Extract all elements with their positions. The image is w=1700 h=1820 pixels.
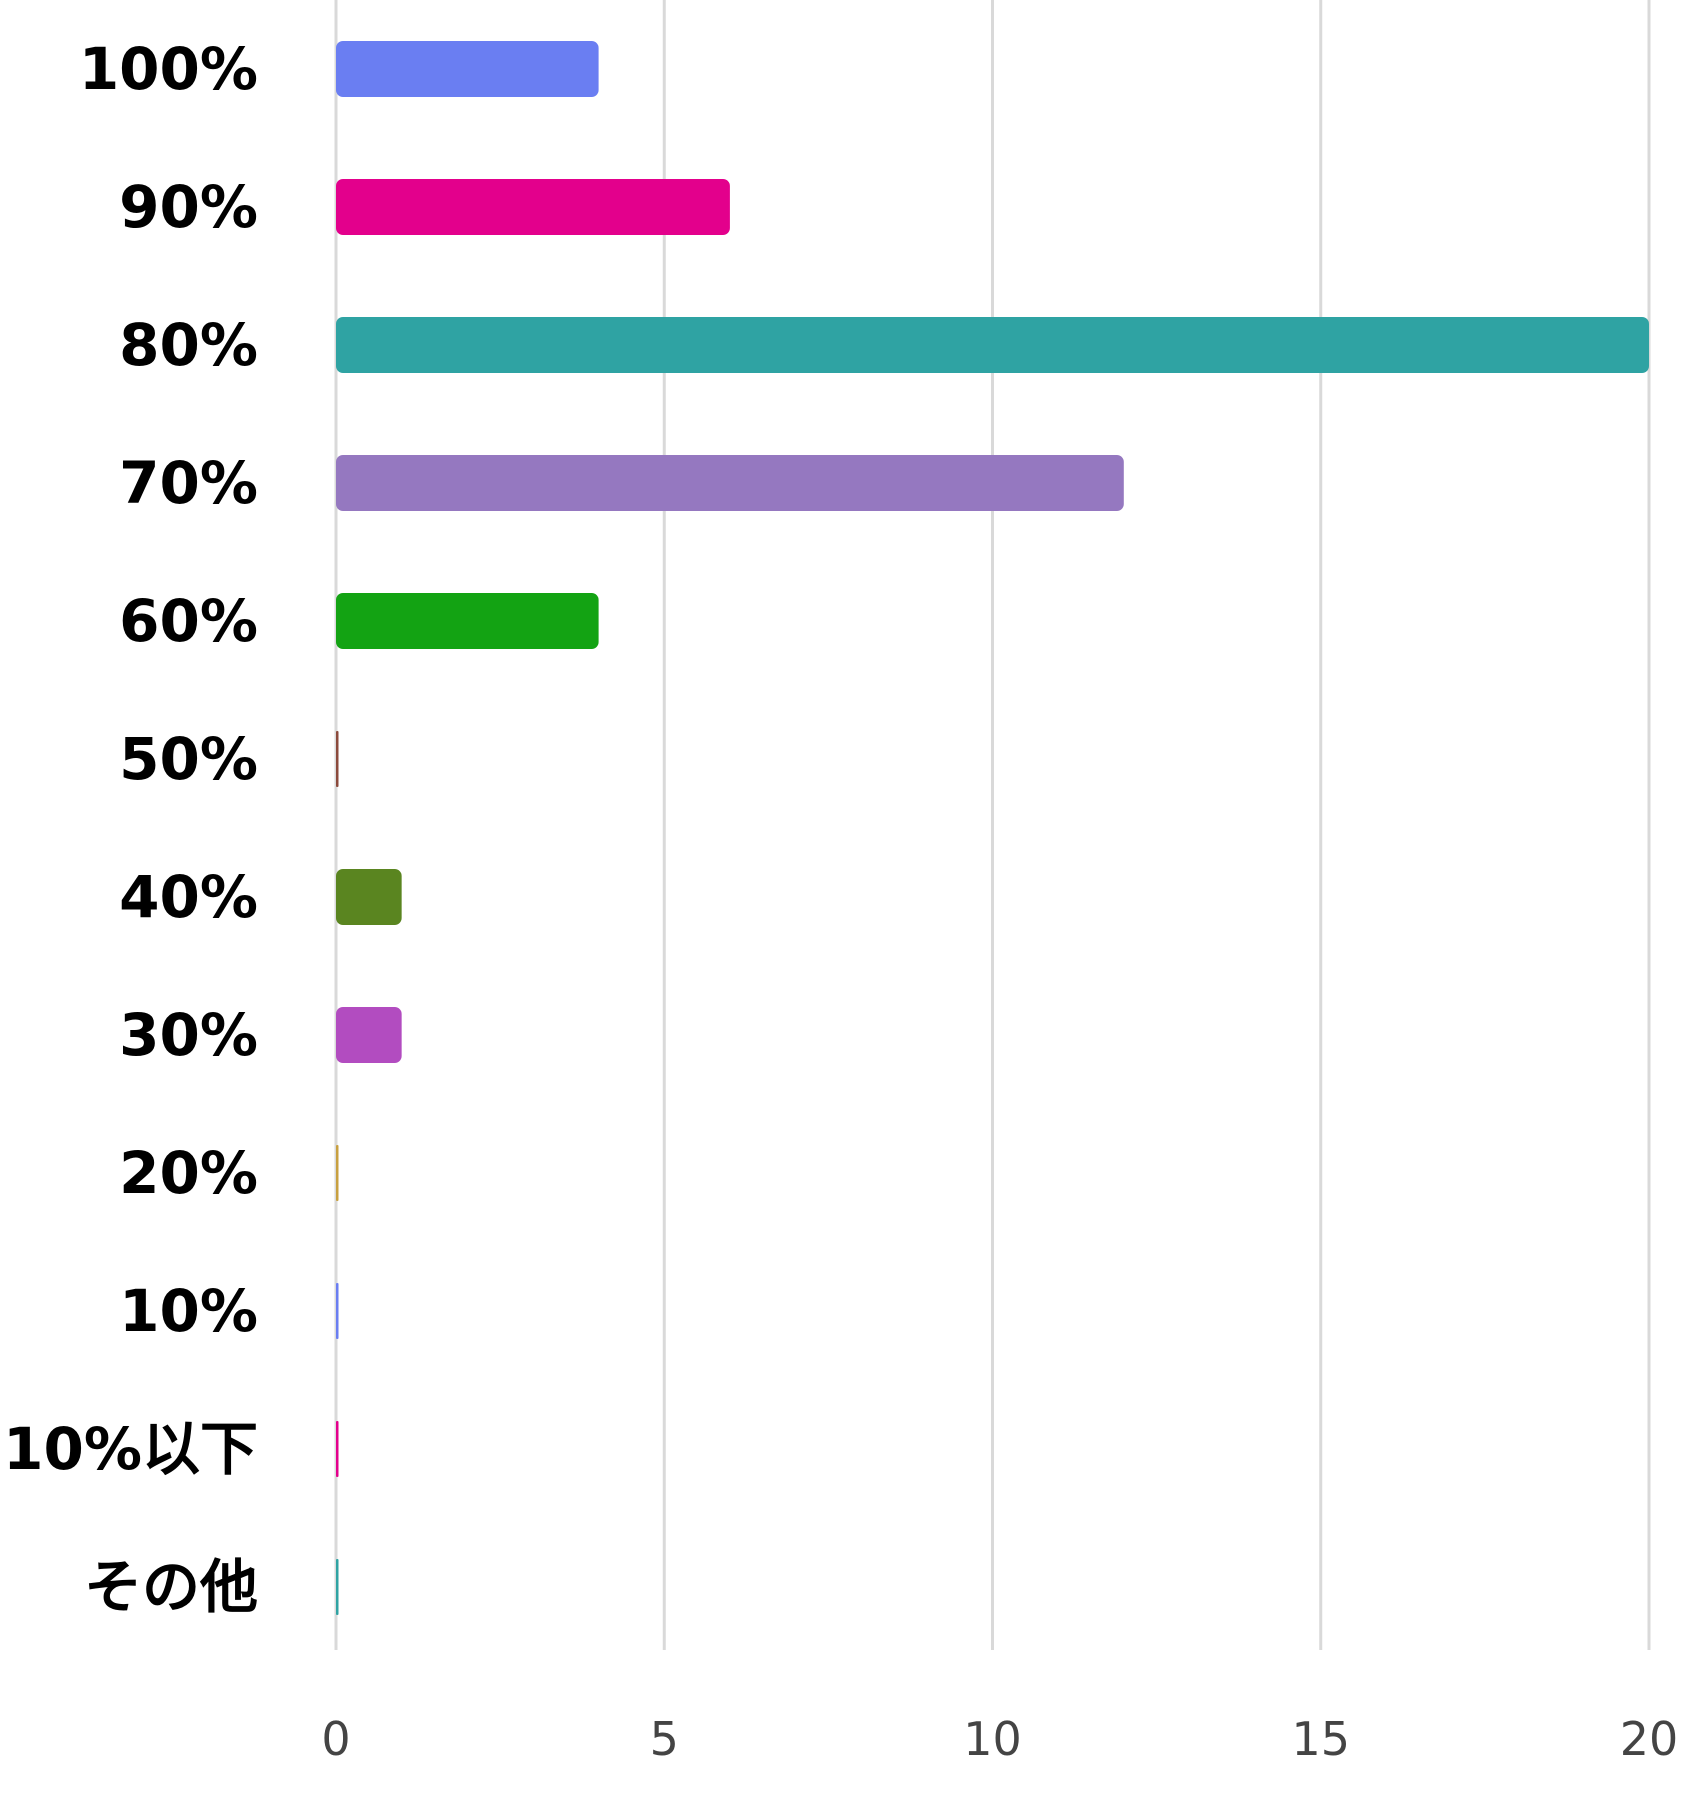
category-label: 40% xyxy=(119,863,258,931)
bar-4 xyxy=(336,455,1124,511)
category-label: 60% xyxy=(119,587,258,655)
bar-12 xyxy=(336,1559,339,1615)
category-label: 30% xyxy=(119,1001,258,1069)
x-tick-label: 20 xyxy=(1620,1712,1679,1766)
x-tick-labels: 0 5 10 15 20 xyxy=(321,1712,1678,1766)
category-label: その他 xyxy=(84,1553,258,1621)
category-label: 20% xyxy=(119,1139,258,1207)
category-label: 10%以下 xyxy=(3,1415,258,1483)
bar-9 xyxy=(336,1145,339,1201)
bar-5 xyxy=(336,593,599,649)
category-label: 70% xyxy=(119,449,258,517)
bar-6 xyxy=(336,731,339,787)
bar-3 xyxy=(336,317,1649,373)
category-label: 50% xyxy=(119,725,258,793)
category-label: 10% xyxy=(119,1277,258,1345)
x-tick-label: 5 xyxy=(650,1712,679,1766)
gridlines xyxy=(334,0,1651,1650)
x-tick-label: 15 xyxy=(1291,1712,1350,1766)
x-tick-label: 10 xyxy=(963,1712,1022,1766)
bar-1 xyxy=(336,41,599,97)
category-label: 100% xyxy=(79,35,258,103)
bar-8 xyxy=(336,1007,402,1063)
bars xyxy=(336,41,1649,1615)
bar-2 xyxy=(336,179,730,235)
bar-11 xyxy=(336,1421,339,1477)
bar-7 xyxy=(336,869,402,925)
x-tick-label: 0 xyxy=(321,1712,350,1766)
category-label: 90% xyxy=(119,173,258,241)
category-label: 80% xyxy=(119,311,258,379)
bar-10 xyxy=(336,1283,339,1339)
